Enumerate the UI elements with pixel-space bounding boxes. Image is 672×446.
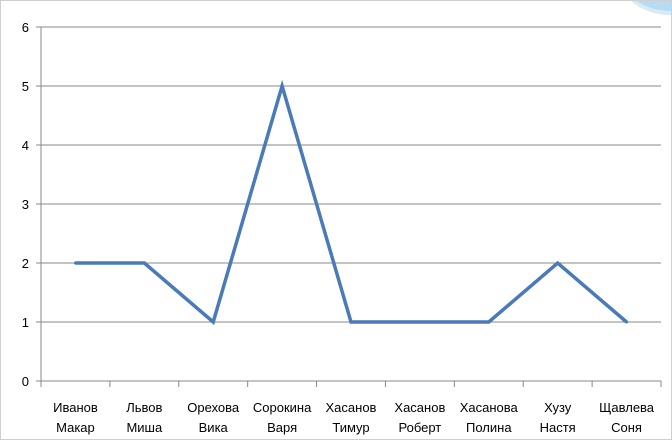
data-point: [280, 84, 284, 88]
data-point: [211, 320, 215, 324]
data-point: [487, 320, 491, 324]
data-point: [418, 320, 422, 324]
corner-accent-decoration: [631, 1, 671, 15]
y-tick-labels: 0 1 2 3 4 5 6: [22, 20, 29, 389]
x-tick-label: Соня: [611, 420, 642, 435]
data-point: [556, 261, 560, 265]
x-tick-label: Тимур: [332, 420, 369, 435]
x-tick-label: Роберт: [399, 420, 442, 435]
y-tick-label: 0: [22, 374, 29, 389]
x-tick-label: Настя: [540, 420, 576, 435]
x-tick-label: Варя: [267, 420, 297, 435]
series-layer: [73, 79, 629, 326]
data-point: [349, 320, 353, 324]
x-tick-label: Полина: [466, 420, 512, 435]
y-tick-label: 3: [22, 197, 29, 212]
x-tick-label: Щавлева: [599, 400, 655, 415]
axes: [36, 26, 662, 387]
data-point: [73, 261, 77, 265]
x-tick-label: Сорокина: [253, 400, 312, 415]
y-tick-label: 5: [22, 79, 29, 94]
y-tick-label: 1: [22, 315, 29, 330]
data-point: [625, 320, 629, 324]
x-tick-label: Хасанов: [394, 400, 445, 415]
data-point: [142, 261, 146, 265]
x-tick-label: Миша: [126, 420, 163, 435]
x-tick-label: Хасанов: [326, 400, 377, 415]
y-tick-label: 4: [22, 138, 29, 153]
x-tick-label: Хузу: [544, 400, 572, 415]
x-tick-labels: Иванов Макар Львов Миша Орехова Вика Сорокина В…: [53, 400, 655, 435]
x-tick-label: Орехова: [187, 400, 240, 415]
x-tick-label: Вика: [199, 420, 229, 435]
y-tick-label: 6: [22, 20, 29, 35]
gridlines: [41, 26, 661, 323]
x-tick-label: Хасанова: [460, 400, 519, 415]
x-tick-label: Макар: [56, 420, 95, 435]
x-tick-label: Иванов: [53, 400, 98, 415]
y-tick-label: 2: [22, 256, 29, 271]
x-tick-label: Львов: [126, 400, 162, 415]
